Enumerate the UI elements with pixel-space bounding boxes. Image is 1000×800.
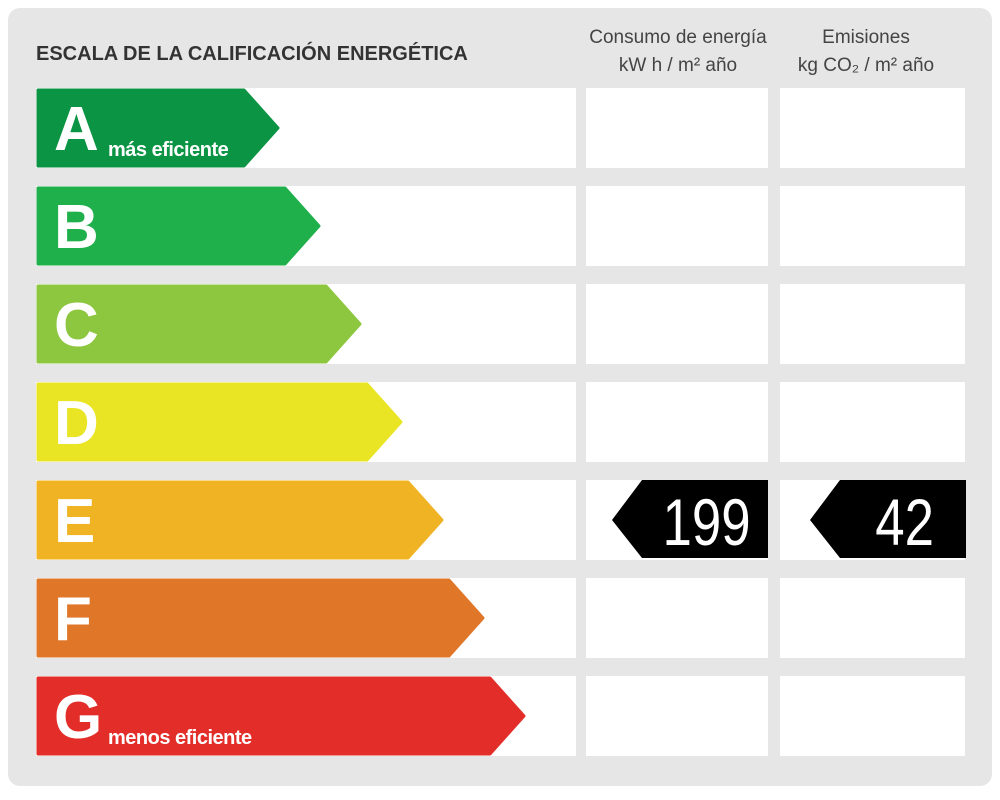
rating-note: menos eficiente [108, 727, 252, 749]
rating-arrow [36, 676, 526, 756]
rating-arrow [36, 88, 280, 168]
rating-letter: B [54, 193, 99, 262]
value-cell [586, 382, 768, 462]
value-badge [612, 480, 768, 558]
rating-letter: G [54, 683, 102, 752]
column-header: Emisiones [822, 27, 910, 48]
value-cell [586, 676, 768, 756]
rating-letter: C [54, 291, 99, 360]
value-text: 42 [875, 485, 934, 559]
value-cell [780, 676, 965, 756]
value-cell [586, 186, 768, 266]
value-cell [780, 88, 965, 168]
column-unit: kg CO₂ / m² año [798, 55, 934, 76]
value-cell [780, 186, 965, 266]
rating-letter: A [54, 95, 99, 164]
column-unit: kW h / m² año [619, 55, 737, 76]
value-cell [780, 578, 965, 658]
value-text: 199 [663, 485, 751, 559]
rating-arrow [36, 186, 321, 266]
column-header: Consumo de energía [589, 27, 767, 48]
rating-letter: D [54, 389, 99, 458]
value-cell [586, 578, 768, 658]
value-badge [810, 480, 966, 558]
rating-arrow [36, 480, 444, 560]
rating-arrow [36, 382, 403, 462]
rating-letter: E [54, 487, 95, 556]
value-cell [780, 284, 965, 364]
value-cell [780, 382, 965, 462]
value-cell [586, 284, 768, 364]
rating-arrow [36, 578, 485, 658]
title: ESCALA DE LA CALIFICACIÓN ENERGÉTICA [36, 41, 468, 65]
rating-note: más eficiente [108, 139, 229, 161]
rating-letter: F [54, 585, 92, 654]
rating-arrow [36, 284, 362, 364]
value-cell [586, 88, 768, 168]
